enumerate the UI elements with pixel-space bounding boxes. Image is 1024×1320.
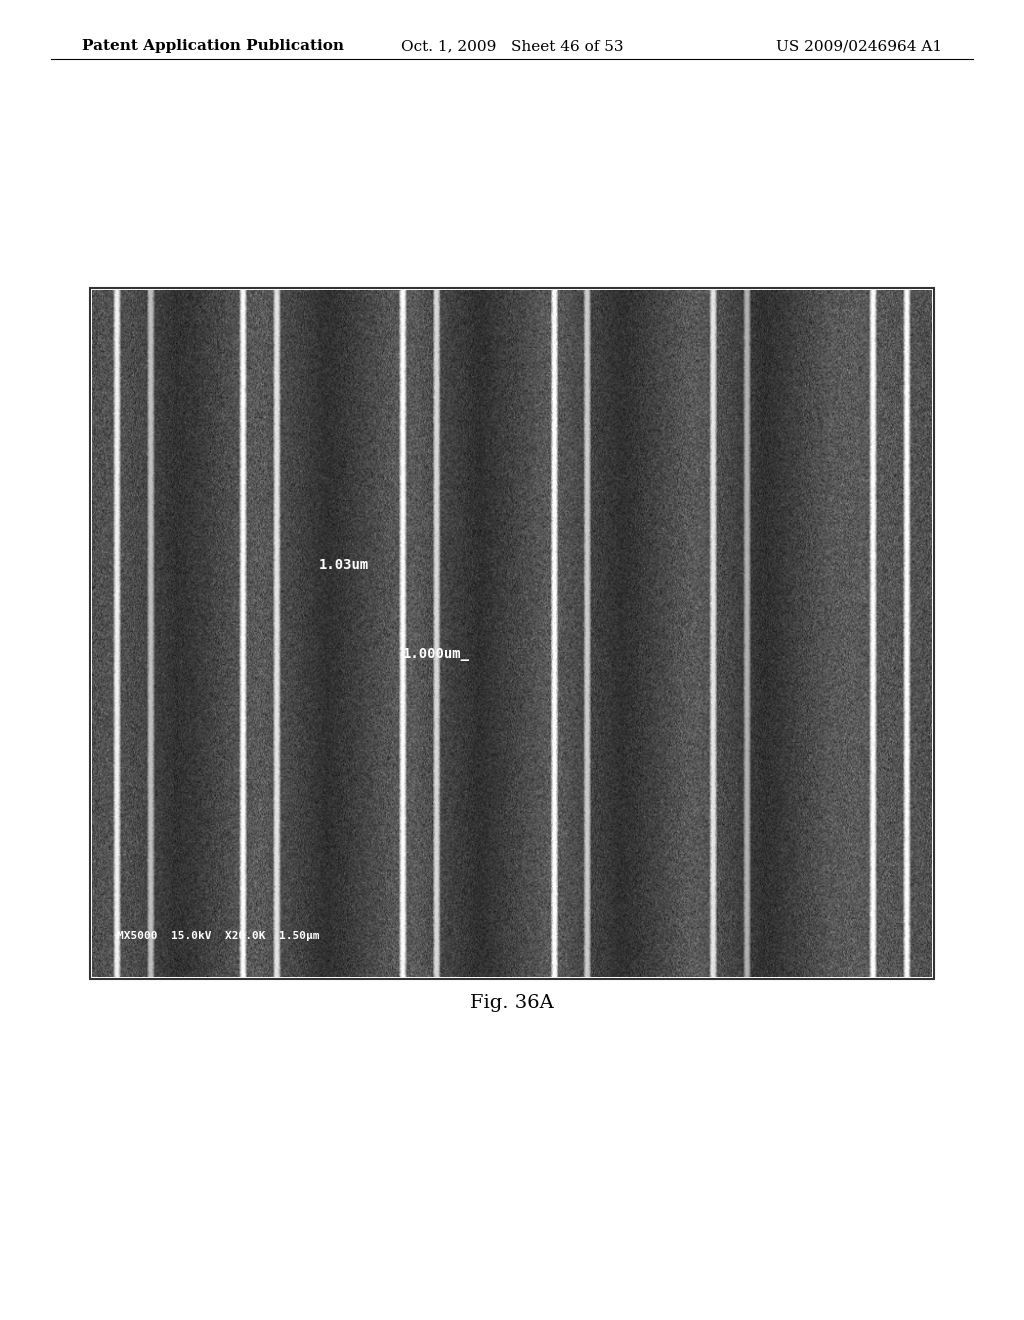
- Text: 1 um: 1 um: [371, 301, 418, 319]
- Text: Oct. 1, 2009   Sheet 46 of 53: Oct. 1, 2009 Sheet 46 of 53: [400, 40, 624, 53]
- Text: US 2009/0246964 A1: US 2009/0246964 A1: [776, 40, 942, 53]
- Text: Patent Application Publication: Patent Application Publication: [82, 40, 344, 53]
- Text: Fig. 36A: Fig. 36A: [470, 994, 554, 1012]
- Bar: [90, 288, 934, 979]
